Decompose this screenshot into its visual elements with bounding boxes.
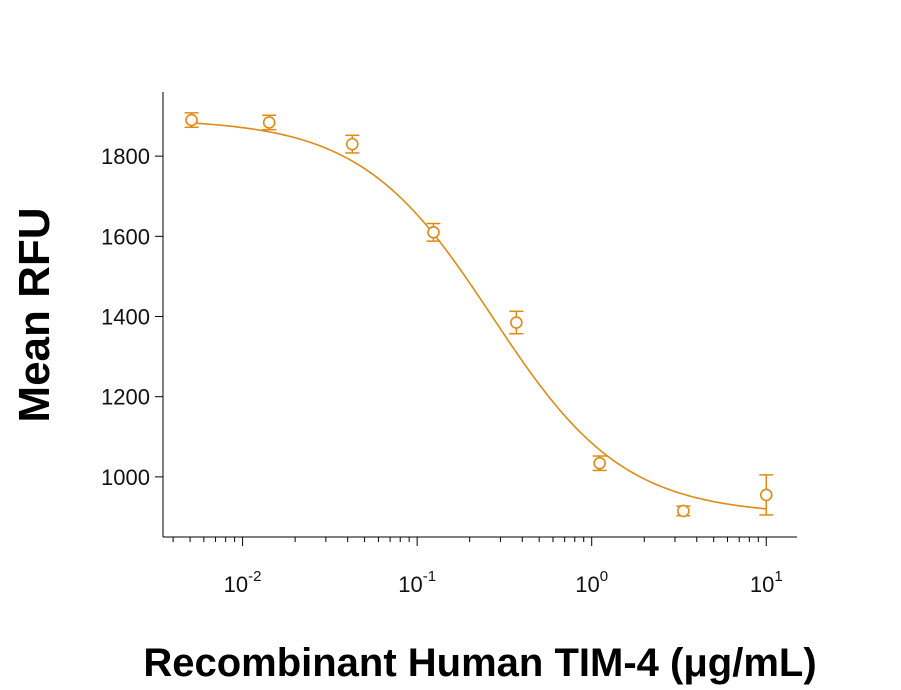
point-marker bbox=[593, 456, 606, 470]
y-tick-label: 1600 bbox=[101, 224, 150, 249]
data-point bbox=[759, 474, 774, 516]
x-axis-title: Recombinant Human TIM-4 (μg/mL) bbox=[143, 641, 816, 685]
y-tick-label: 1400 bbox=[101, 305, 150, 330]
point-marker bbox=[510, 316, 523, 329]
data-point bbox=[509, 310, 524, 335]
x-tick-label: 100 bbox=[575, 568, 608, 597]
data-point bbox=[345, 134, 360, 154]
data-point bbox=[592, 455, 607, 472]
y-tick-label: 1000 bbox=[101, 465, 150, 490]
x-tick-label: 101 bbox=[750, 568, 783, 597]
point-marker bbox=[345, 137, 359, 151]
axes bbox=[162, 92, 797, 538]
x-axis-ticks: 10-2 10-1 100 101 bbox=[172, 537, 783, 597]
data-point bbox=[426, 222, 441, 242]
point-marker bbox=[262, 116, 276, 129]
y-tick-label: 1200 bbox=[101, 385, 150, 410]
data-point bbox=[184, 112, 199, 129]
x-tick-label: 10-2 bbox=[224, 568, 262, 597]
point-marker bbox=[677, 504, 690, 518]
y-axis-title: Mean RFU bbox=[10, 207, 59, 422]
point-marker bbox=[185, 113, 198, 127]
fit-curve bbox=[189, 122, 767, 510]
point-marker bbox=[759, 488, 773, 502]
y-tick-label: 1800 bbox=[101, 144, 150, 169]
data-point bbox=[676, 504, 691, 518]
point-marker bbox=[427, 226, 440, 239]
x-tick-label: 10-1 bbox=[398, 568, 436, 597]
y-axis-ticks: 1000 1200 1400 1600 1800 bbox=[101, 144, 163, 490]
data-point bbox=[262, 114, 277, 131]
data-points-layer bbox=[184, 112, 774, 518]
fit-curve-layer bbox=[189, 122, 767, 510]
